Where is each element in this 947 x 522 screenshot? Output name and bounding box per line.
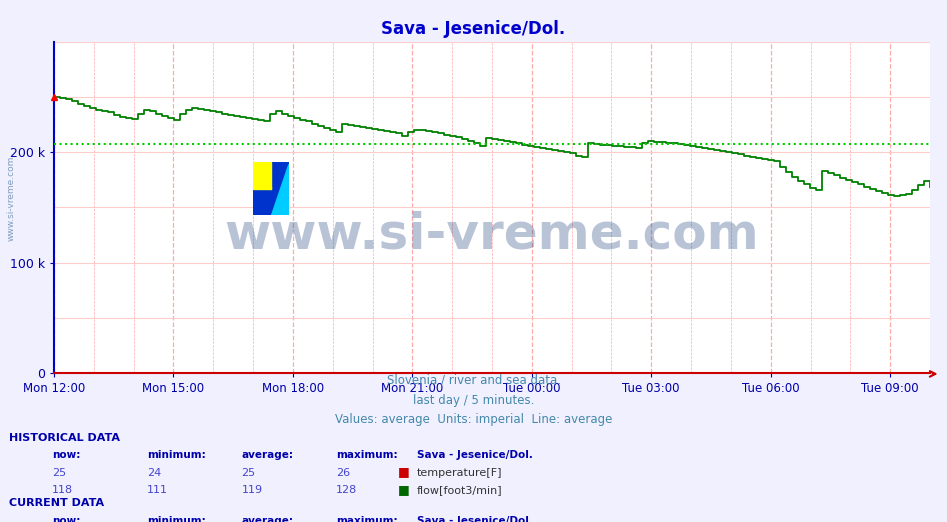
Text: 128: 128 [336,485,357,495]
Text: maximum:: maximum: [336,516,398,522]
Polygon shape [253,162,289,215]
Text: temperature[F]: temperature[F] [417,468,502,478]
Text: flow[foot3/min]: flow[foot3/min] [417,485,502,495]
Text: HISTORICAL DATA: HISTORICAL DATA [9,433,120,443]
Bar [271,162,289,215]
Text: Sava - Jesenice/Dol.: Sava - Jesenice/Dol. [382,20,565,38]
Polygon shape [271,162,289,215]
Polygon shape [253,162,289,215]
Text: 118: 118 [52,485,73,495]
Polygon shape [271,188,289,215]
Bar [253,162,271,188]
Text: ■: ■ [398,483,409,496]
Text: ■: ■ [398,466,409,479]
Text: minimum:: minimum: [147,450,205,460]
Text: Slovenia / river and sea data.: Slovenia / river and sea data. [386,374,561,387]
Text: 25: 25 [52,468,66,478]
Text: now:: now: [52,516,80,522]
Bar [253,162,271,188]
Text: last day / 5 minutes.: last day / 5 minutes. [413,394,534,407]
Text: 24: 24 [147,468,161,478]
Text: www.si-vreme.com: www.si-vreme.com [224,210,759,258]
Text: Sava - Jesenice/Dol.: Sava - Jesenice/Dol. [417,450,532,460]
Text: average:: average: [241,516,294,522]
Text: now:: now: [52,450,80,460]
Text: CURRENT DATA: CURRENT DATA [9,499,104,508]
Text: minimum:: minimum: [147,516,205,522]
Text: average:: average: [241,450,294,460]
Text: www.si-vreme.com: www.si-vreme.com [7,156,16,241]
Text: 119: 119 [241,485,262,495]
Bar [253,162,271,188]
Text: 25: 25 [241,468,256,478]
Text: 26: 26 [336,468,350,478]
Text: 111: 111 [147,485,168,495]
Text: Sava - Jesenice/Dol.: Sava - Jesenice/Dol. [417,516,532,522]
Text: Values: average  Units: imperial  Line: average: Values: average Units: imperial Line: av… [335,413,612,426]
Text: maximum:: maximum: [336,450,398,460]
Polygon shape [253,162,289,215]
